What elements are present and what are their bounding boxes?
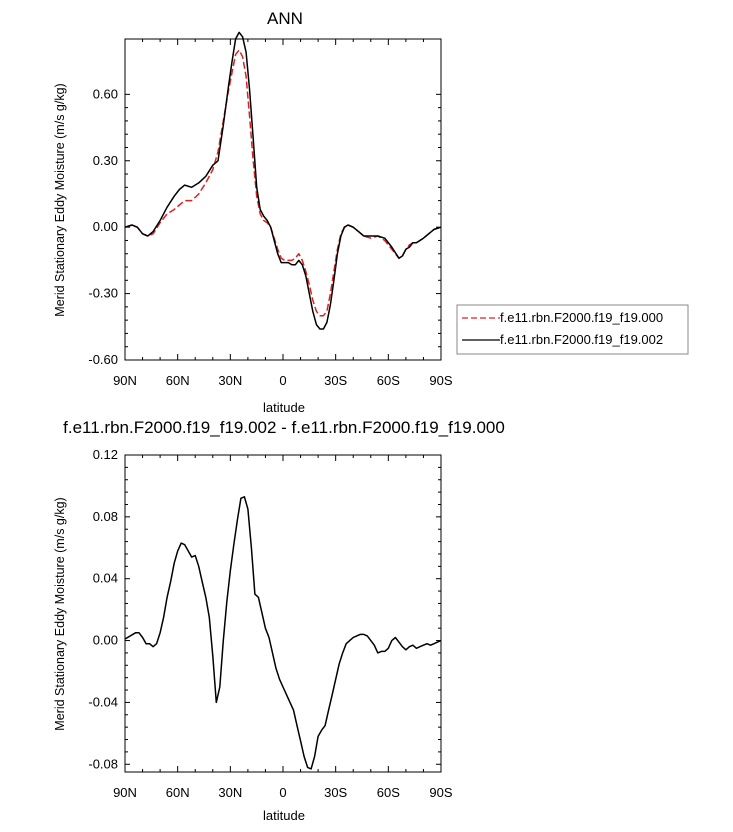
bottom-plot-frame [124,454,442,773]
top-x-axis: 90N 60N 30N 0 30S 60S 90S [113,39,453,388]
x-tick-label: 90S [429,373,452,388]
x-tick-label: 60S [377,373,400,388]
x-tick-label: 30N [218,373,242,388]
bottom-panel: f.e11.rbn.F2000.f19_f19.002 - f.e11.rbn.… [53,418,505,823]
y-tick-label: -0.60 [88,352,118,367]
x-tick-label: 30S [324,785,347,800]
bottom-y-axis: -0.08 -0.04 0.00 0.04 0.08 0.12 [88,447,441,771]
series-line-2 [124,31,442,330]
x-tick-label: 60N [166,785,190,800]
x-tick-label: 0 [279,785,286,800]
bottom-y-axis-label: Merid Stationary Eddy Moisture (m/s g/kg… [53,497,67,730]
x-tick-label: 90S [429,785,452,800]
x-tick-label: 30S [324,373,347,388]
x-tick-label: 60N [166,373,190,388]
y-tick-label: 0.00 [93,633,118,648]
x-tick-label: 60S [377,785,400,800]
top-series-lines [124,31,442,330]
legend: f.e11.rbn.F2000.f19_f19.000 f.e11.rbn.F2… [456,304,689,355]
legend-label-series-1: f.e11.rbn.F2000.f19_f19.000 [500,310,663,325]
y-tick-label: 0.30 [93,153,118,168]
bottom-chart-title: f.e11.rbn.F2000.f19_f19.002 - f.e11.rbn.… [63,418,505,437]
bottom-series-lines [124,496,442,770]
top-y-axis-label: Merid Stationary Eddy Moisture (m/s g/kg… [53,83,67,316]
y-tick-label: 0.60 [93,86,118,101]
y-tick-label: 0.08 [93,509,118,524]
x-tick-label: 90N [113,373,137,388]
y-tick-label: -0.08 [88,756,118,771]
y-tick-label: -0.04 [88,694,118,709]
x-tick-label: 0 [279,373,286,388]
y-tick-label: -0.30 [88,286,118,301]
legend-label-series-2: f.e11.rbn.F2000.f19_f19.002 [500,332,663,347]
x-tick-label: 30N [218,785,242,800]
y-tick-label: 0.04 [93,571,118,586]
series-line-1 [124,49,442,317]
y-tick-label: 0.12 [93,447,118,462]
top-y-axis: -0.60 -0.30 0.00 0.30 0.60 [88,86,441,367]
y-tick-label: 0.00 [93,219,118,234]
series-line-1 [124,496,442,770]
legend-box [456,304,689,355]
x-tick-label: 90N [113,785,137,800]
top-panel: ANN -0.60 -0.30 0.00 0.30 0.60 90N 60N 30N 0 30S… [53,9,689,415]
bottom-x-axis: 90N 60N 30N 0 30S 60S 90S [113,455,453,800]
top-chart-title: ANN [267,9,303,28]
top-x-axis-label: latitude [263,400,305,415]
bottom-x-axis-label: latitude [263,808,305,823]
